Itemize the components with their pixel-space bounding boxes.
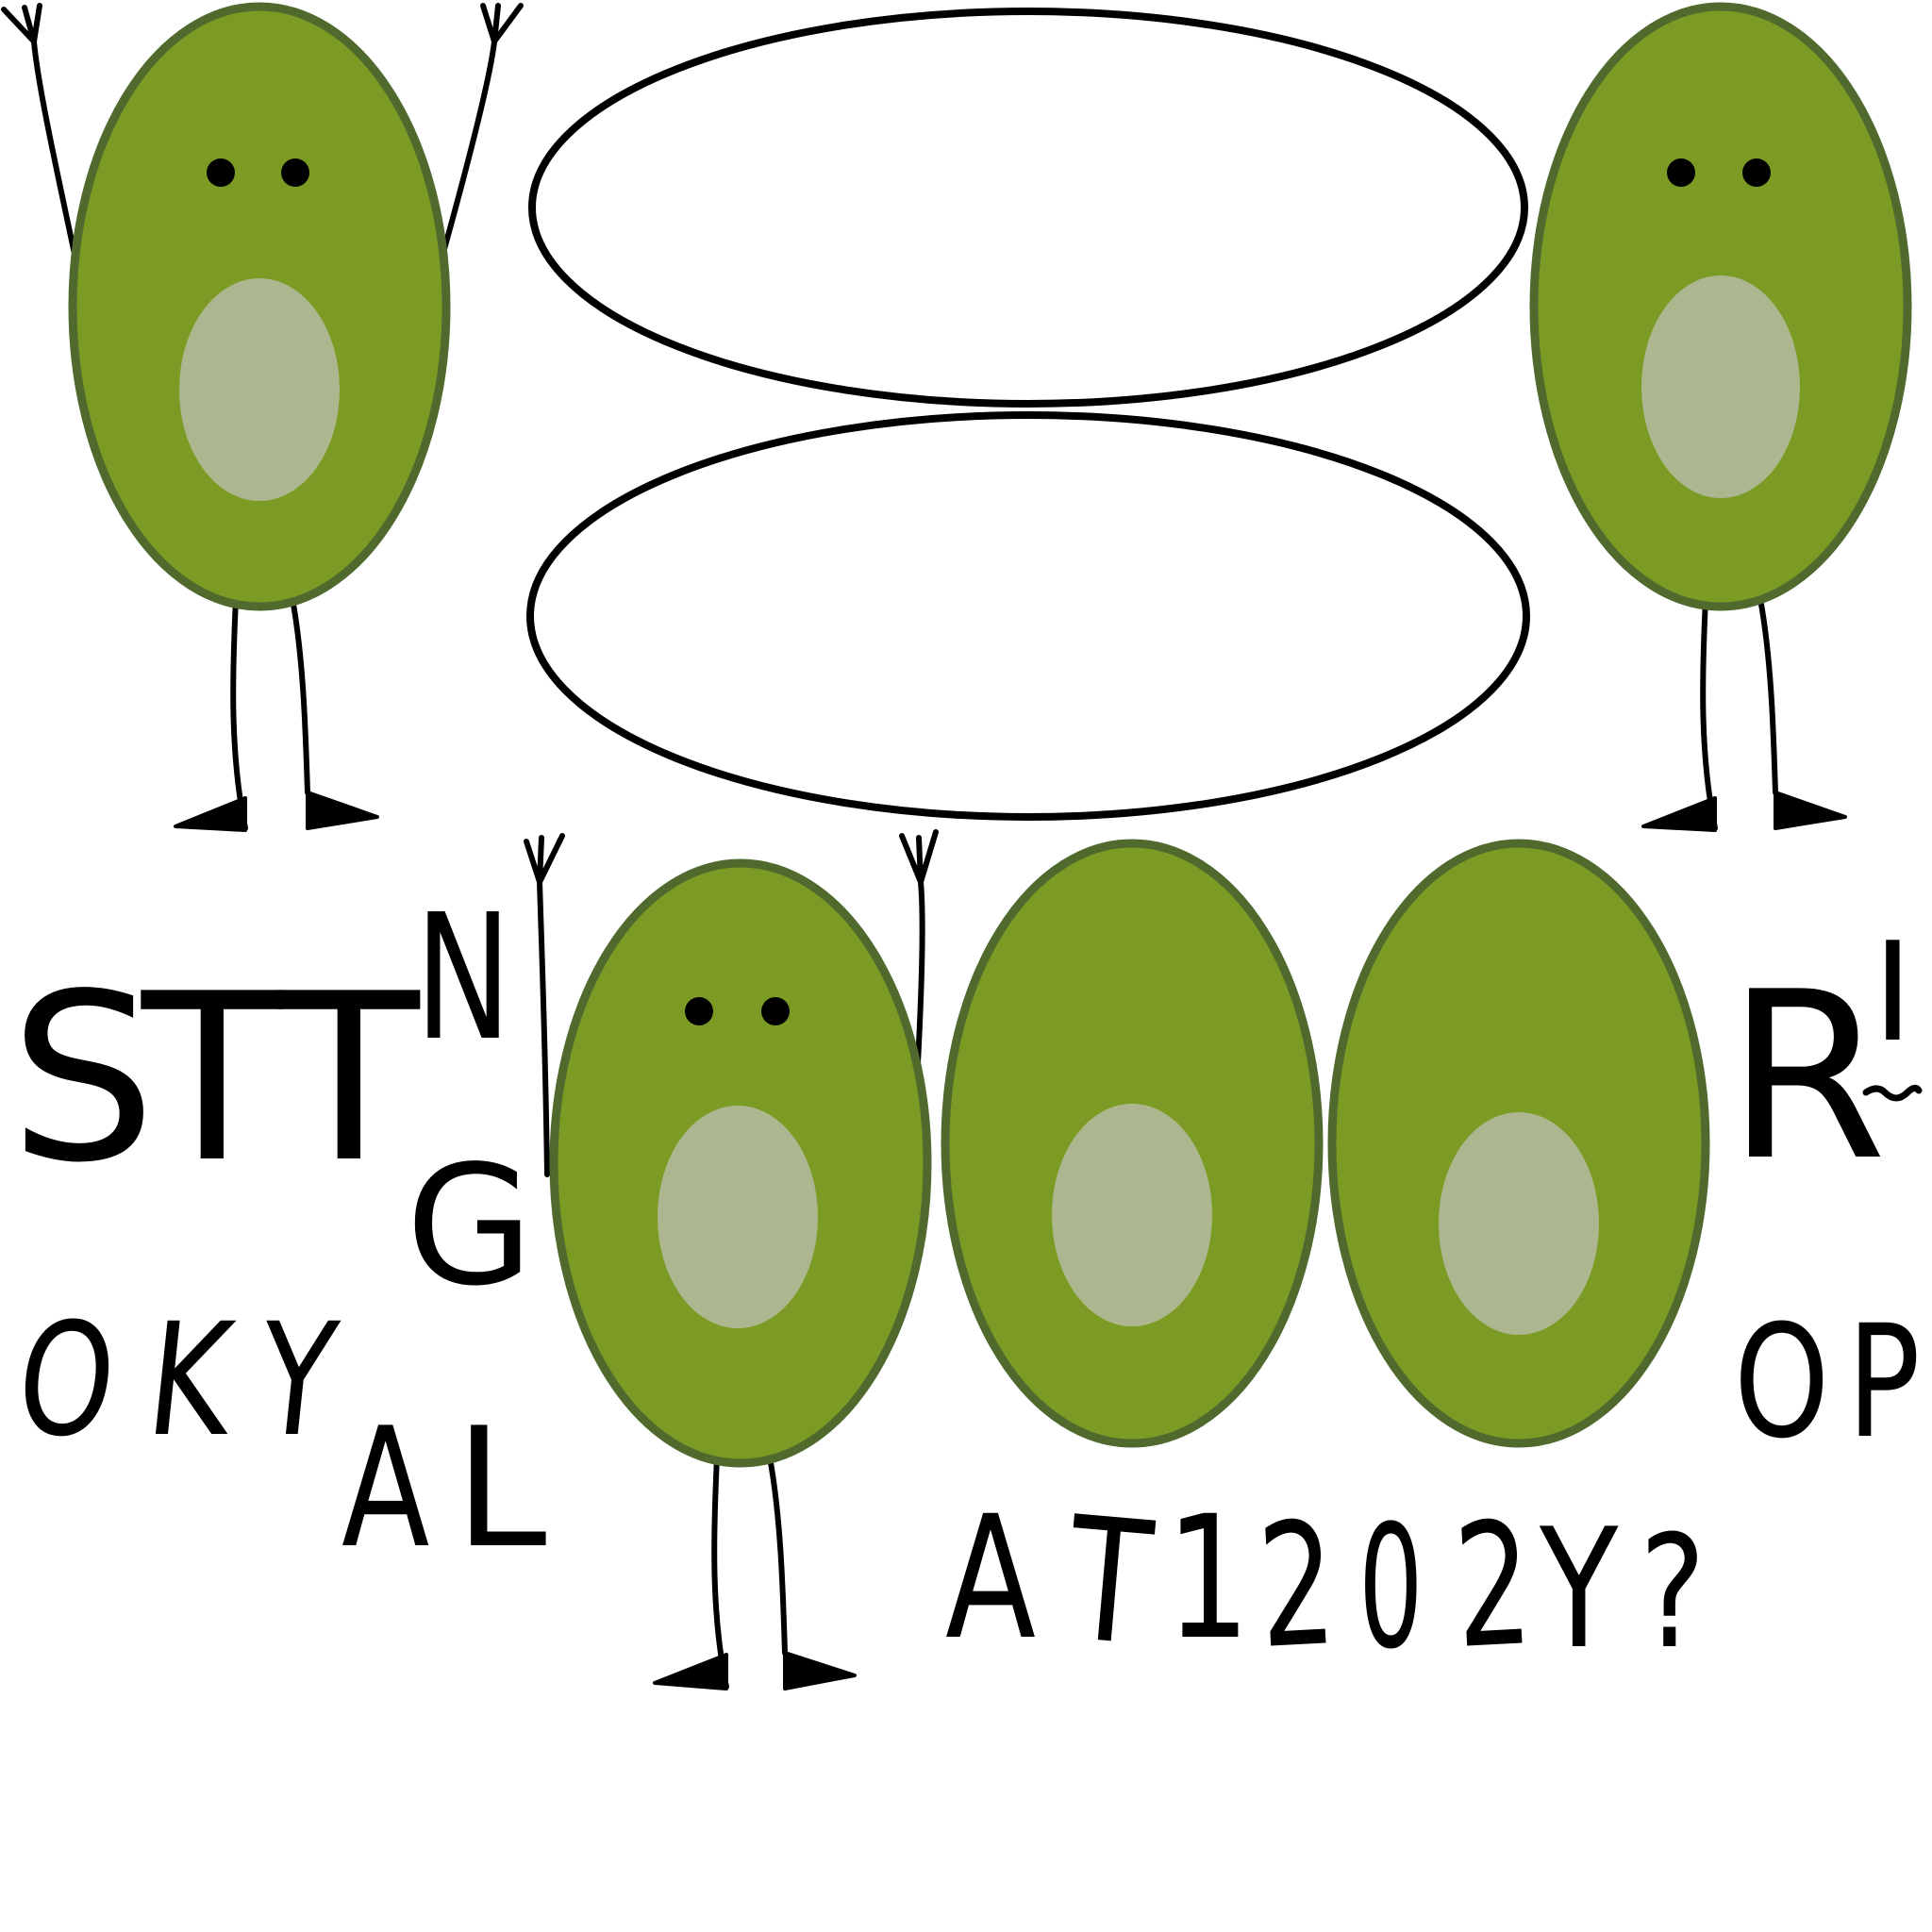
foot-left bbox=[1641, 796, 1717, 832]
letter-s: S bbox=[9, 944, 157, 1213]
letter-n: N bbox=[415, 878, 511, 1079]
foot-right bbox=[306, 791, 379, 830]
leg-left bbox=[711, 1455, 729, 1690]
tilde-mark bbox=[1862, 1084, 1923, 1102]
eye-right bbox=[761, 997, 790, 1025]
foot-left bbox=[653, 1653, 728, 1690]
letter-y-right: Y bbox=[1539, 1493, 1619, 1686]
letter-t-2: T bbox=[277, 944, 421, 1213]
hand-right bbox=[899, 829, 939, 885]
leg-right bbox=[767, 1455, 788, 1656]
letter-r: R bbox=[1726, 942, 1887, 1211]
arm-left bbox=[31, 39, 84, 288]
digit-2-a: 2 bbox=[1254, 1485, 1340, 1687]
avocado-bottom-right bbox=[1327, 839, 1710, 1448]
question-mark: ? bbox=[1640, 1503, 1706, 1684]
arm-right bbox=[437, 39, 497, 269]
speech-bubble-top bbox=[528, 8, 1528, 408]
letter-g: G bbox=[406, 1131, 534, 1323]
digit-0: 0 bbox=[1358, 1490, 1424, 1688]
avocado-bottom-middle bbox=[941, 839, 1324, 1448]
foot-left bbox=[174, 796, 247, 832]
letter-a-right: A bbox=[945, 1480, 1036, 1678]
leg-left bbox=[230, 596, 248, 831]
avocado-character-top-right bbox=[1529, 2, 1912, 832]
eye-left bbox=[685, 997, 713, 1025]
letter-t-right: T bbox=[1059, 1480, 1159, 1684]
hand-left bbox=[1, 3, 42, 44]
avocado-character-bottom-center bbox=[524, 829, 939, 1690]
letter-l: L bbox=[455, 1393, 547, 1585]
digit-2-b: 2 bbox=[1450, 1485, 1536, 1687]
letter-y-left: Y bbox=[250, 1291, 344, 1472]
leg-right bbox=[290, 596, 310, 795]
letter-a-left: A bbox=[341, 1392, 429, 1585]
eye-left bbox=[207, 158, 235, 187]
letter-o-right: O bbox=[1734, 1291, 1829, 1473]
hand-left bbox=[524, 833, 565, 885]
digit-1: 1 bbox=[1166, 1480, 1250, 1678]
arm-left bbox=[537, 879, 550, 1177]
letter-p: P bbox=[1847, 1291, 1921, 1473]
speech-bubble-bottom bbox=[526, 411, 1530, 821]
eye-left bbox=[1667, 158, 1695, 187]
leg-right bbox=[1757, 596, 1778, 795]
foot-right bbox=[1774, 791, 1847, 830]
letter-k: K bbox=[140, 1291, 243, 1472]
hand-right bbox=[480, 3, 524, 44]
letter-o-left: O bbox=[9, 1291, 125, 1472]
eye-right bbox=[1742, 158, 1771, 187]
leg-left bbox=[1700, 596, 1718, 831]
eye-right bbox=[281, 158, 309, 187]
letter-i: I bbox=[1873, 913, 1913, 1073]
avocado-character-top-left bbox=[1, 2, 524, 832]
letter-t-1: T bbox=[141, 944, 284, 1213]
foot-right bbox=[783, 1651, 857, 1690]
